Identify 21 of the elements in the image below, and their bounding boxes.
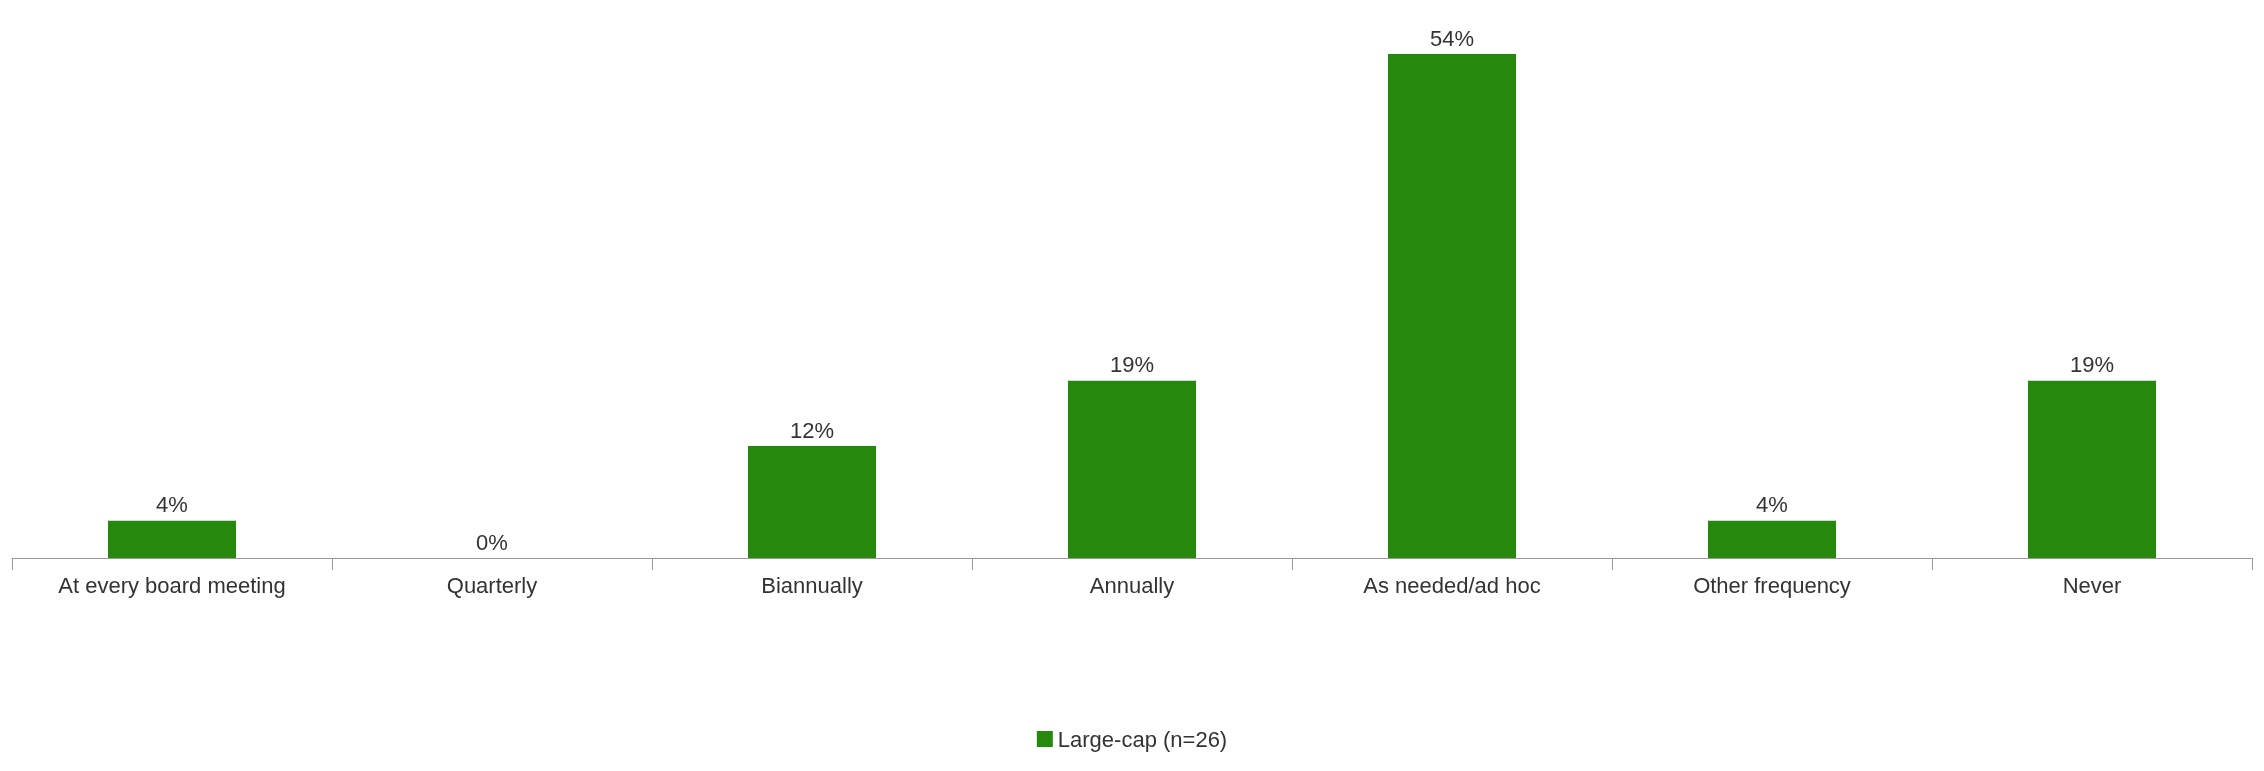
- data-label: 19%: [1109, 352, 1155, 378]
- data-label: 54%: [1429, 25, 1475, 51]
- data-label: 12%: [789, 417, 835, 443]
- x-tick-label: Other frequency: [1693, 572, 1851, 598]
- bar: [748, 446, 876, 558]
- data-label: 4%: [1756, 492, 1788, 518]
- bar: [1388, 54, 1516, 558]
- bar: [1708, 520, 1836, 558]
- x-tick-label: Quarterly: [446, 572, 538, 598]
- x-tick-label: As needed/ad hoc: [1363, 572, 1541, 598]
- x-tick-label: Never: [2062, 572, 2122, 598]
- bar: [108, 520, 236, 558]
- data-label: 19%: [2069, 352, 2115, 378]
- data-label: 4%: [156, 492, 188, 518]
- x-tick-label: Annually: [1089, 572, 1175, 598]
- x-tick-label: At every board meeting: [58, 572, 286, 598]
- data-label: 0%: [476, 529, 508, 555]
- bar: [1068, 380, 1196, 558]
- x-tick-label: Biannually: [761, 572, 863, 598]
- bar: [2028, 380, 2156, 558]
- legend-label: Large-cap (n=26): [1057, 726, 1228, 752]
